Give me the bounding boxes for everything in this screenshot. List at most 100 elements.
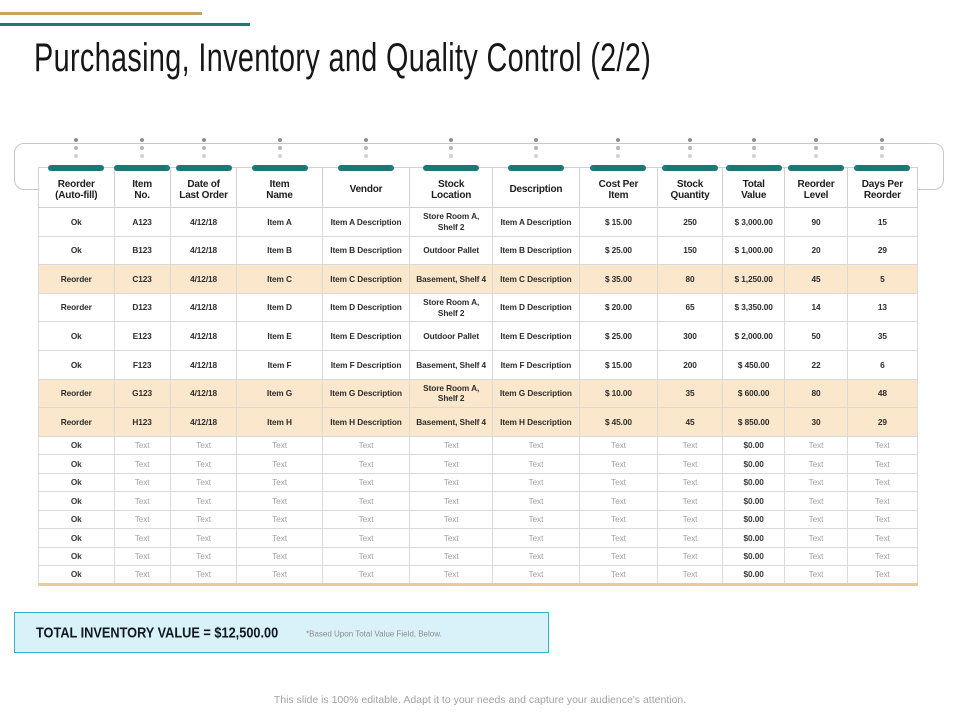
cell-reorder-level: Text xyxy=(784,491,848,511)
column-dots-icon xyxy=(140,138,145,158)
column-header-reorder-level: Reorder Level xyxy=(784,138,848,208)
dot-icon xyxy=(880,138,885,142)
cell-item-no: Text xyxy=(113,509,171,530)
cell-item-no: C123 xyxy=(113,264,171,294)
column-dots-icon xyxy=(364,138,368,158)
column-label: Vendor xyxy=(349,184,383,196)
cell-stock-location: Text xyxy=(409,565,493,585)
cell-item-name: Text xyxy=(236,565,323,585)
cell-vendor: Text xyxy=(321,491,411,511)
cell-vendor: Text xyxy=(321,472,411,493)
column-header-total-value: Total Value xyxy=(721,138,786,208)
cell-item-no: Text xyxy=(113,454,171,474)
cell-date-of-last-order: Text xyxy=(169,509,238,530)
cell-item-name: Item F xyxy=(236,349,323,380)
dot-icon xyxy=(533,146,538,150)
cell-cost-per-item: $ 25.00 xyxy=(578,235,659,266)
cell-date-of-last-order: 4/12/18 xyxy=(169,378,238,409)
cell-date-of-last-order: 4/12/18 xyxy=(169,207,238,237)
cell-stock-location: Outdoor Pallet xyxy=(409,321,493,351)
cell-stock-location: Text xyxy=(409,509,493,530)
teal-accent-line xyxy=(0,23,250,26)
column-label: Description xyxy=(509,184,563,196)
column-accent-bar xyxy=(48,165,105,171)
cell-description: Text xyxy=(491,435,580,456)
cell-item-no: Text xyxy=(113,435,171,456)
footer-note: This slide is 100% editable. Adapt it to… xyxy=(273,694,687,706)
cell-reorder-autofill: Ok xyxy=(38,207,115,237)
dot-icon xyxy=(449,146,454,150)
table-row-C123: Reorder C123 4/12/18 Item C Item C Descripti… xyxy=(38,264,919,294)
dot-icon xyxy=(201,138,206,142)
dot-icon xyxy=(751,146,756,150)
cell-days-per-reorder: Text xyxy=(846,546,919,567)
cell-total-value: $ 850.00 xyxy=(721,407,786,437)
dot-icon xyxy=(880,154,885,158)
cell-reorder-autofill: Ok xyxy=(38,321,115,351)
cell-reorder-level: 20 xyxy=(784,235,848,266)
cell-total-value: $0.00 xyxy=(721,528,786,548)
dot-icon xyxy=(533,154,538,158)
cell-cost-per-item: Text xyxy=(578,454,659,474)
cell-item-name: Text xyxy=(236,491,323,511)
table-filler-row: Ok Text Text Text Text Text Text Text Text $0.00 T… xyxy=(38,528,919,548)
cell-item-no: Text xyxy=(113,546,171,567)
column-header-cost-per-item: Cost Per Item xyxy=(578,138,659,208)
total-value-footnote: *Based Upon Total Value Field, Below. xyxy=(306,628,442,638)
dot-icon xyxy=(140,146,145,150)
dot-icon xyxy=(449,154,454,158)
cell-reorder-level: Text xyxy=(784,509,848,530)
cell-stock-quantity: 300 xyxy=(657,321,723,351)
cell-days-per-reorder: Text xyxy=(846,509,919,530)
cell-reorder-autofill: Ok xyxy=(38,435,115,456)
cell-total-value: $ 450.00 xyxy=(721,349,786,380)
dot-icon xyxy=(813,138,818,142)
cell-stock-quantity: Text xyxy=(657,454,723,474)
cell-stock-quantity: Text xyxy=(657,546,723,567)
cell-total-value: $0.00 xyxy=(721,509,786,530)
column-dots-icon xyxy=(880,138,885,158)
cell-stock-location: Store Room A, Shelf 2 xyxy=(409,292,493,323)
cell-date-of-last-order: 4/12/18 xyxy=(169,407,238,437)
cell-description: Text xyxy=(491,491,580,511)
cell-description: Item C Description xyxy=(491,264,580,294)
cell-reorder-level: 45 xyxy=(784,264,848,294)
column-dots-icon xyxy=(616,138,621,158)
column-accent-bar xyxy=(175,165,232,171)
cell-days-per-reorder: Text xyxy=(846,565,919,585)
cell-item-no: D123 xyxy=(113,292,171,323)
cell-stock-location: Basement, Shelf 4 xyxy=(409,264,493,294)
cell-reorder-autofill: Ok xyxy=(38,528,115,548)
cell-description: Item A Description xyxy=(491,207,580,237)
cell-item-no: A123 xyxy=(113,207,171,237)
column-accent-bar xyxy=(251,165,308,171)
dot-icon xyxy=(687,138,692,142)
cell-stock-quantity: 80 xyxy=(657,264,723,294)
column-header-item-name: Item Name xyxy=(236,138,323,208)
cell-reorder-level: 90 xyxy=(784,207,848,237)
cell-item-no: H123 xyxy=(113,407,171,437)
cell-stock-quantity: Text xyxy=(657,509,723,530)
column-label: Stock Quantity xyxy=(670,178,710,202)
cell-stock-quantity: Text xyxy=(657,491,723,511)
cell-reorder-autofill: Reorder xyxy=(38,378,115,409)
column-dots-icon xyxy=(751,138,756,158)
cell-total-value: $0.00 xyxy=(721,565,786,585)
cell-item-name: Text xyxy=(236,509,323,530)
cell-days-per-reorder: Text xyxy=(846,528,919,548)
cell-reorder-autofill: Ok xyxy=(38,454,115,474)
cell-stock-location: Store Room A, Shelf 2 xyxy=(409,207,493,237)
cell-date-of-last-order: Text xyxy=(169,435,238,456)
cell-item-no: Text xyxy=(113,565,171,585)
table-row-H123: Reorder H123 4/12/18 Item H Item H Descripti… xyxy=(38,407,919,437)
slide-title: Purchasing, Inventory and Quality Contro… xyxy=(34,36,652,80)
column-accent-bar xyxy=(854,165,911,171)
cell-stock-location: Basement, Shelf 4 xyxy=(409,349,493,380)
cell-item-name: Text xyxy=(236,528,323,548)
cell-item-no: G123 xyxy=(113,378,171,409)
cell-vendor: Text xyxy=(321,509,411,530)
dot-icon xyxy=(364,154,368,158)
cell-description: Text xyxy=(491,472,580,493)
cell-cost-per-item: Text xyxy=(578,472,659,493)
dot-icon xyxy=(140,138,145,142)
